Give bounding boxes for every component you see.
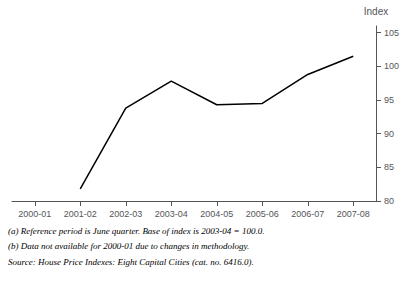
svg-text:2001-02: 2001-02 bbox=[64, 209, 97, 219]
svg-text:2000-01: 2000-01 bbox=[18, 209, 51, 219]
svg-text:80: 80 bbox=[384, 196, 394, 206]
svg-text:Index: Index bbox=[364, 6, 388, 17]
svg-text:2003-04: 2003-04 bbox=[155, 209, 188, 219]
svg-text:100: 100 bbox=[384, 61, 399, 71]
svg-text:2005-06: 2005-06 bbox=[246, 209, 279, 219]
svg-text:Source: House Price Indexes: E: Source: House Price Indexes: Eight Capit… bbox=[8, 257, 254, 267]
svg-text:85: 85 bbox=[384, 162, 394, 172]
svg-text:105: 105 bbox=[384, 28, 399, 38]
svg-text:2006-07: 2006-07 bbox=[291, 209, 324, 219]
svg-text:95: 95 bbox=[384, 95, 394, 105]
svg-text:2007-08: 2007-08 bbox=[337, 209, 370, 219]
svg-text:90: 90 bbox=[384, 129, 394, 139]
svg-text:2004-05: 2004-05 bbox=[200, 209, 233, 219]
svg-text:2002-03: 2002-03 bbox=[109, 209, 142, 219]
svg-text:(a) Reference period is June q: (a) Reference period is June quarter. Ba… bbox=[8, 226, 264, 236]
svg-text:(b) Data not available for 200: (b) Data not available for 2000-01 due t… bbox=[8, 241, 249, 251]
